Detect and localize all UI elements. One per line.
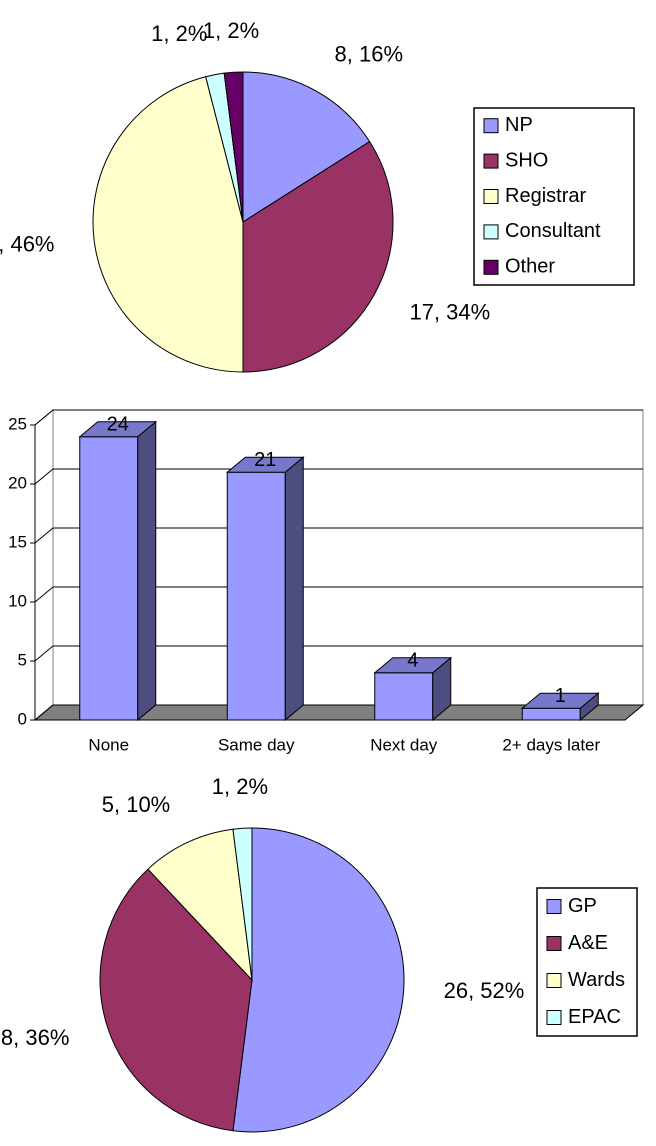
legend-swatch — [546, 1010, 562, 1025]
bar-side — [284, 456, 304, 722]
bar-top — [520, 692, 600, 709]
grid-line — [34, 409, 643, 426]
pie-slice — [232, 827, 253, 981]
y-tick-label: 20 — [8, 473, 27, 492]
legend-box — [473, 107, 635, 286]
legend-label: Registrar — [505, 185, 586, 207]
x-tick-label: None — [88, 735, 129, 754]
bar — [79, 436, 139, 721]
legend-label: A&E — [568, 932, 608, 954]
y-tick-label: 0 — [18, 709, 27, 728]
pie-slice — [223, 71, 244, 223]
x-tick-label: Same day — [218, 735, 295, 754]
data-label: 4 — [407, 650, 418, 672]
x-tick-label: Next day — [370, 735, 438, 754]
y-tick-label: 5 — [18, 650, 27, 669]
legend-label: GP — [568, 895, 597, 917]
y-tick-label: 10 — [8, 591, 27, 610]
pie-slice — [92, 76, 244, 373]
pie-slice — [147, 828, 253, 982]
data-label: 1, 2% — [151, 21, 207, 46]
x-tick-label: 2+ days later — [502, 735, 600, 754]
legend-label: NP — [505, 114, 533, 136]
data-label: 5, 10% — [102, 792, 171, 817]
data-label: 21 — [254, 449, 276, 471]
legend-swatch — [483, 259, 499, 275]
legend-swatch — [483, 118, 499, 134]
legend-label: EPAC — [568, 1006, 621, 1028]
data-label: 1, 2% — [212, 774, 268, 799]
legend-swatch — [546, 973, 562, 988]
data-label: 8, 16% — [335, 41, 404, 66]
pie-slice — [99, 868, 253, 1132]
grid-line — [34, 527, 643, 544]
data-label: 18, 36% — [0, 1025, 69, 1050]
bar-top — [373, 657, 453, 674]
legend-swatch — [483, 189, 499, 204]
legend-label: Consultant — [505, 220, 601, 242]
data-label: 1, 2% — [203, 18, 259, 43]
legend-label: Wards — [568, 969, 625, 991]
bar — [226, 471, 286, 721]
grid-line — [34, 645, 643, 662]
y-tick-label: 15 — [8, 532, 27, 551]
grid-line — [34, 468, 643, 485]
legend-swatch — [546, 936, 562, 951]
bar — [521, 707, 581, 721]
data-label: 1 — [555, 685, 566, 707]
bar-top — [225, 456, 305, 473]
legend-swatch — [483, 153, 499, 169]
data-label: 26, 52% — [444, 978, 525, 1003]
pie-slice — [242, 140, 394, 373]
y-tick-label: 25 — [8, 414, 27, 433]
legend-swatch — [546, 899, 562, 914]
legend-swatch — [483, 224, 499, 240]
side-wall — [34, 408, 54, 722]
data-label: 17, 34% — [409, 299, 490, 324]
legend-label: Other — [505, 256, 555, 278]
legend-label: SHO — [505, 149, 548, 171]
bar-side — [137, 420, 157, 722]
bar-top — [78, 421, 158, 438]
pie-slice — [232, 827, 405, 1133]
data-label: 24 — [107, 414, 129, 436]
data-label: 23, 46% — [0, 232, 54, 257]
pie-slice — [242, 71, 371, 223]
grid-line — [34, 586, 643, 603]
bar — [374, 672, 434, 721]
